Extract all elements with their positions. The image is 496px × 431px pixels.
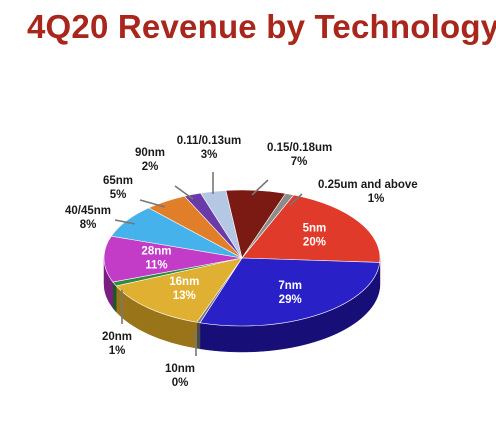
leader-line-0-25um-and-above — [289, 193, 303, 206]
slice-label-16nm: 16nm — [169, 276, 199, 288]
pie-slice-16nm — [115, 257, 243, 323]
leader-line-90nm — [174, 185, 194, 200]
slice-label-0-15-0-18um: 0.15/0.18um — [267, 142, 332, 154]
pie-slice-28nm — [103, 235, 243, 283]
pie-slice-5nm — [241, 194, 381, 263]
slice-label-0-25um-and-above: 0.25um and above — [318, 179, 418, 191]
pie-side-10nm — [196, 321, 201, 350]
slice-label-10nm: 10nm — [165, 363, 195, 375]
slice-label-7nm: 7nm — [278, 280, 302, 292]
slice-value-40-45nm: 8% — [80, 219, 97, 231]
slice-label-20nm: 20nm — [102, 331, 132, 343]
slice-value-10nm: 0% — [172, 377, 189, 389]
slice-value-16nm: 13% — [173, 290, 196, 302]
leader-line-40-45nm — [114, 219, 136, 225]
slice-value-28nm: 11% — [145, 260, 167, 272]
slice-label-65nm: 65nm — [103, 175, 133, 187]
pie-side-20nm — [112, 281, 117, 313]
pie-labels: 5nm 20% 7nm 29% 10nm 0% 16nm 13% 20nm 1% 28nm 11% 40… — [65, 135, 418, 389]
slice-label-0-11-0-13um: 0.11/0.13um — [177, 135, 242, 147]
slice-value-65nm: 5% — [110, 189, 127, 201]
chart-title: 4Q20 Revenue by Technology — [27, 8, 496, 45]
slice-value-0-11-0-13um: 3% — [201, 149, 218, 161]
slice-value-0-15-0-18um: 7% — [291, 156, 308, 168]
pie-tops — [103, 189, 381, 327]
slice-label-5nm: 5nm — [303, 223, 327, 235]
slice-value-7nm: 29% — [279, 294, 302, 306]
leader-line-0-15-0-18um — [251, 179, 269, 196]
slice-value-5nm: 20% — [303, 237, 326, 249]
slice-value-90nm: 2% — [142, 161, 159, 173]
pie-slice-7nm — [199, 257, 381, 327]
slice-label-40-45nm: 40/45nm — [65, 205, 111, 217]
pie-slice-0-25um-and-above — [241, 193, 295, 259]
slice-value-20nm: 1% — [109, 345, 126, 357]
slice-value-0-25um-and-above: 1% — [368, 193, 385, 205]
slice-label-28nm: 28nm — [141, 246, 171, 258]
slice-label-90nm: 90nm — [135, 147, 165, 159]
leader-line-65nm — [139, 199, 166, 208]
